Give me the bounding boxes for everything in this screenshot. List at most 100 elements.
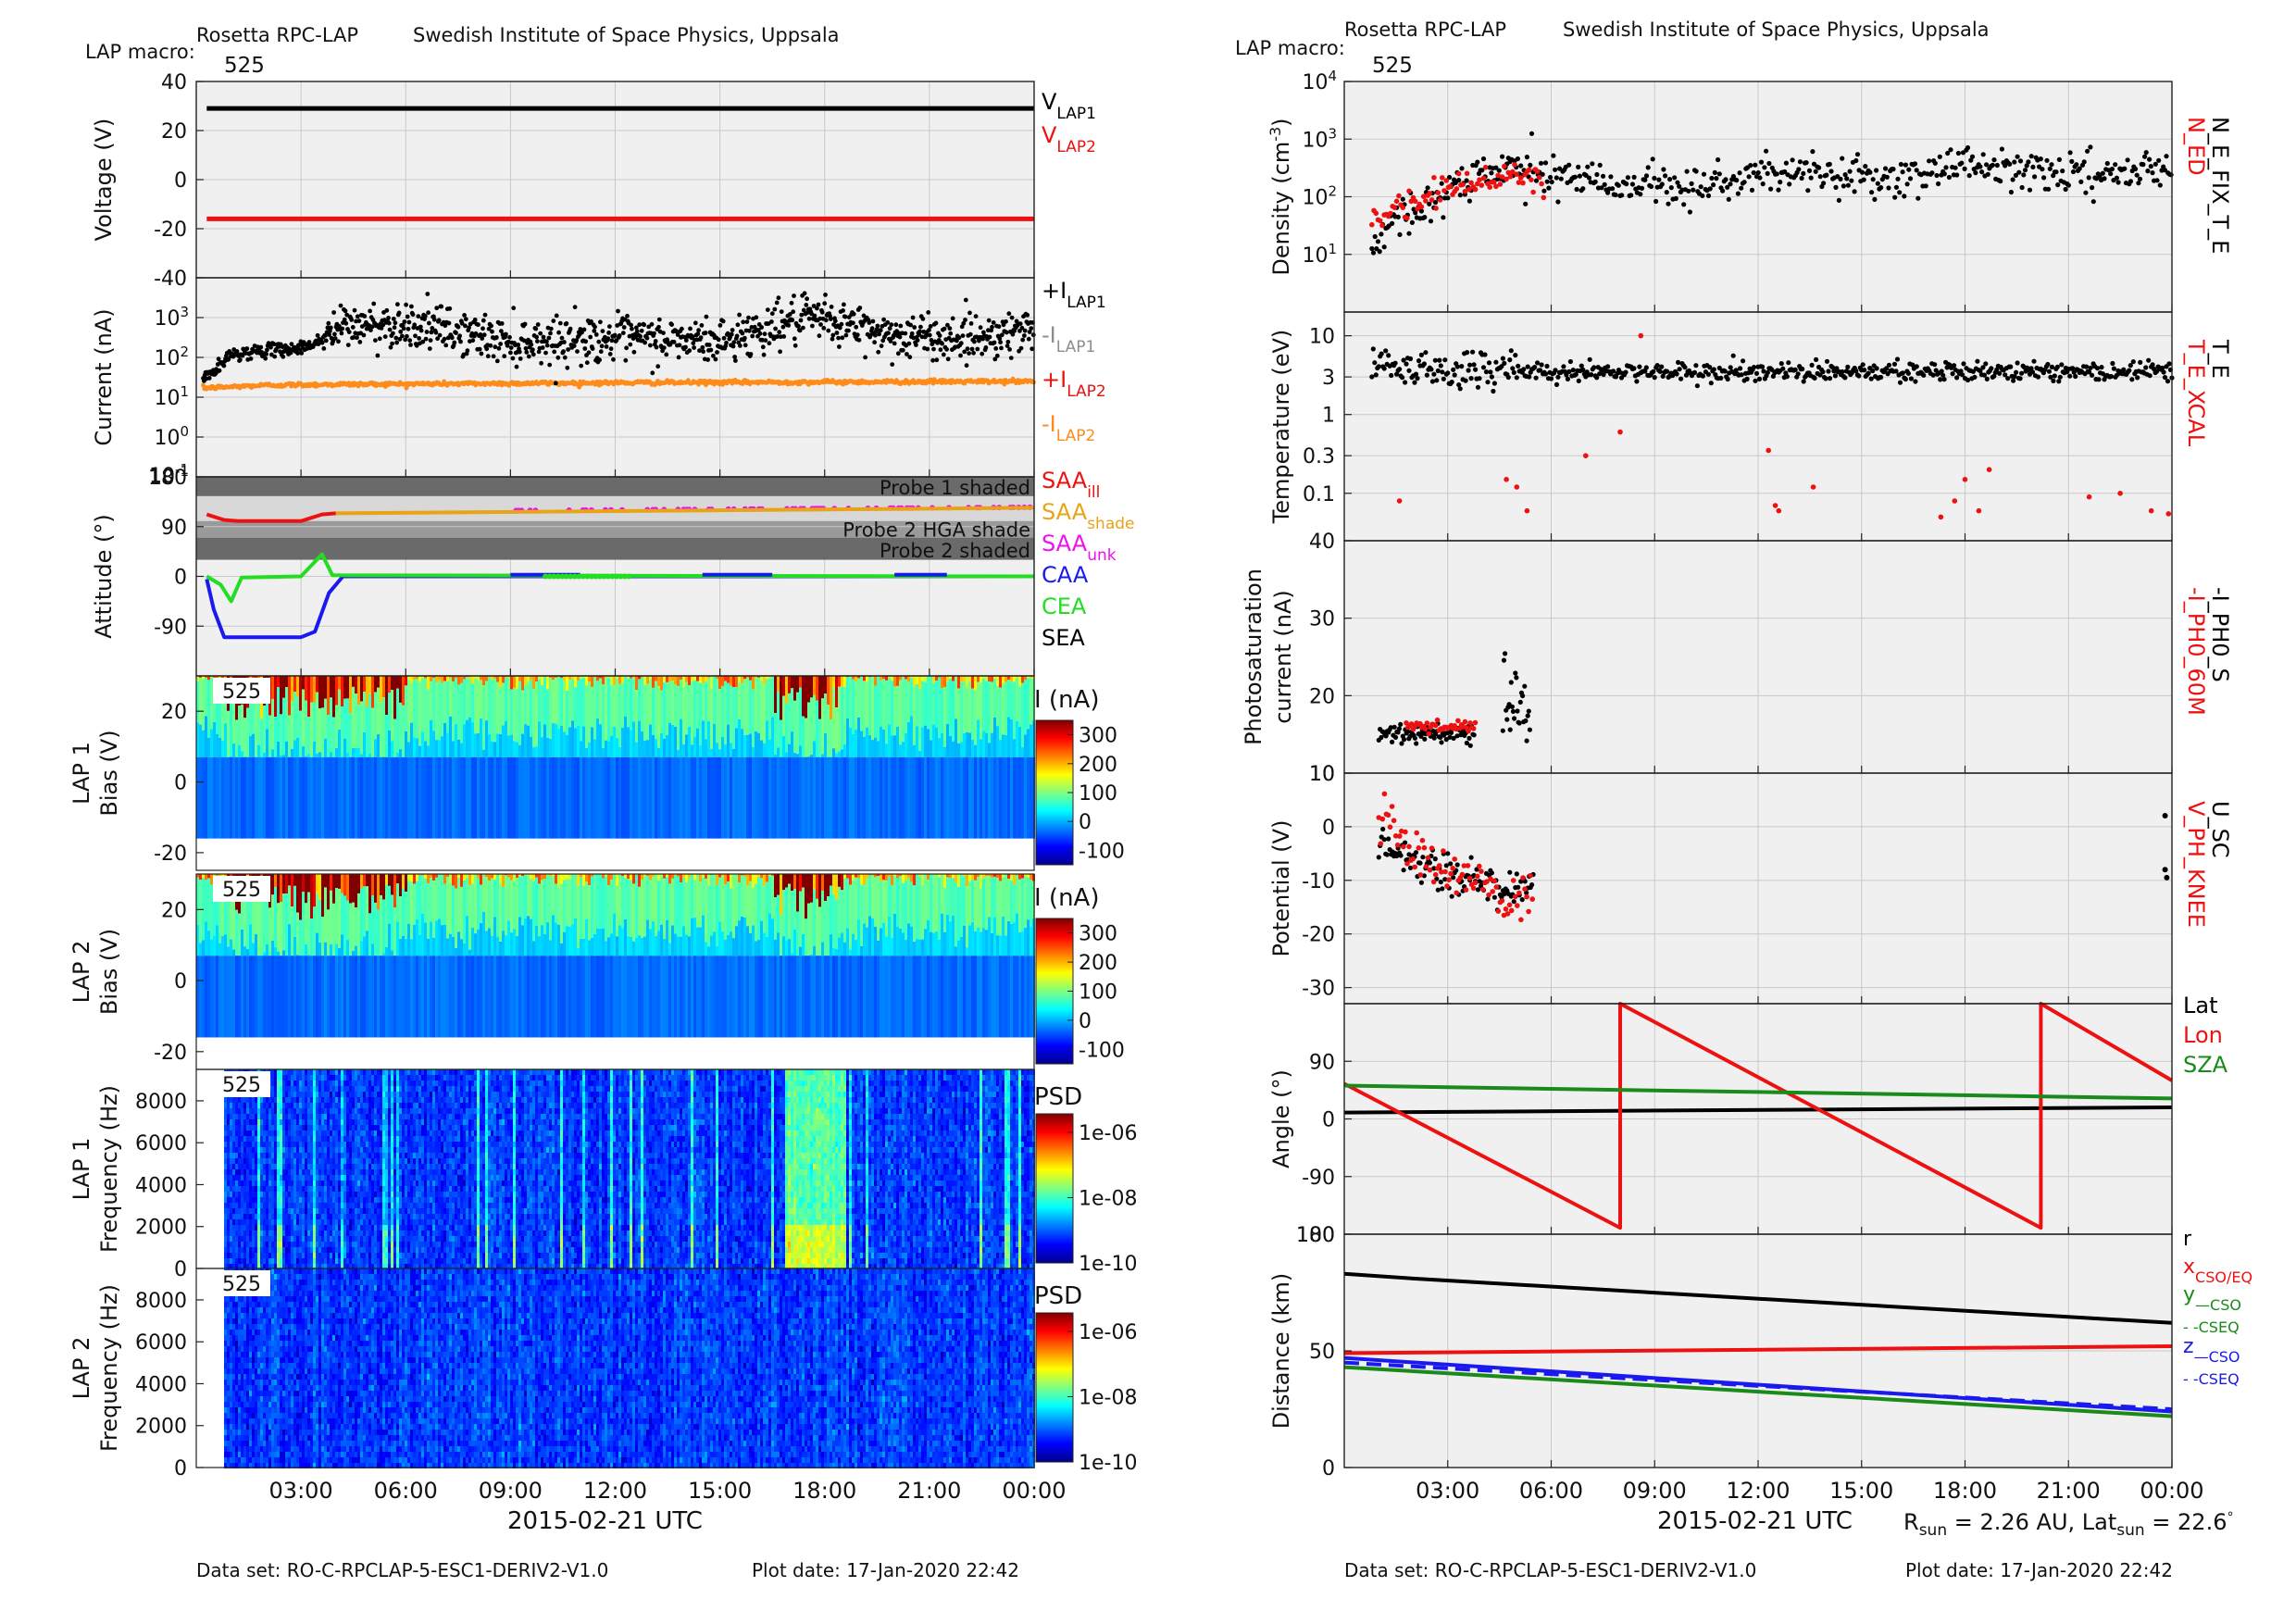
lap1bias-cell-low: [199, 724, 202, 757]
current-point-lap1: [507, 334, 512, 340]
lap1bias-cell-low: [207, 737, 210, 757]
lap2bias-cell-bottom: [577, 956, 580, 1038]
lap2bias-cell-top: [432, 874, 435, 881]
lap2bias-cell-top: [355, 874, 357, 908]
lap1psd-cell: [243, 1258, 246, 1264]
lap1bias-cell-low: [985, 732, 988, 757]
lap1bias-cell-low: [266, 729, 268, 757]
lap2bias-cell-top: [293, 874, 296, 886]
current-point-lap1: [715, 350, 719, 355]
lap1bias-cell-top: [291, 676, 293, 702]
lap1psd-cell: [243, 1192, 246, 1197]
lap1psd-cell: [232, 1219, 235, 1225]
lap1bias-cell-top: [691, 676, 693, 681]
lap1bias-cell-low: [210, 729, 213, 757]
lap1bias-cell-top: [818, 676, 821, 719]
current-point-lap1: [409, 304, 414, 309]
lap1psd-cell: [257, 1181, 260, 1186]
lap1bias-cell-bottom: [285, 756, 288, 839]
current-point-lap1: [735, 322, 741, 328]
lap1bias-cell-top: [802, 676, 805, 717]
lap1bias-cell-low: [613, 726, 616, 757]
lap1bias-cell-low: [893, 735, 896, 757]
lap1bias-cell-top: [499, 676, 502, 688]
lap1bias-cell-bottom: [774, 756, 777, 839]
lap2bias-cell-mid: [885, 881, 888, 937]
lap1bias-cell-low: [585, 747, 588, 757]
lap2bias-cell-low: [649, 929, 652, 956]
lap1bias-cell-low: [963, 732, 966, 757]
lap2bias-cell-bottom: [871, 956, 874, 1038]
lap2bias-cell-top: [449, 874, 452, 883]
lap1bias-cell-bottom: [766, 756, 768, 839]
lap1bias-cell-bottom: [760, 756, 763, 839]
lap1bias-cell-top: [813, 676, 816, 695]
lap1bias-cell-top: [1010, 676, 1013, 682]
lap1bias-cell-bottom: [413, 756, 416, 839]
current-point-lap1: [649, 321, 655, 327]
lap1bias-cell-bottom: [643, 756, 646, 839]
lap1bias-cell-bottom: [474, 756, 477, 839]
lap2bias-cell-low: [924, 929, 927, 956]
lap2bias-cell-low: [746, 926, 749, 956]
lap2bias-cell-low: [263, 952, 266, 956]
current-point-lap1: [790, 318, 795, 323]
lap2bias-cell-bottom: [513, 956, 516, 1038]
lap2bias-cell-top: [321, 874, 324, 918]
current-point-lap1: [806, 316, 812, 321]
lap2bias-cell-top: [805, 874, 807, 919]
lap1bias-cell-mid: [321, 707, 324, 761]
lap1bias-cell-bottom: [732, 756, 735, 839]
current-point-lap1: [491, 354, 496, 359]
lap2bias-cell-top: [346, 874, 349, 901]
lap1bias-cell-bottom: [266, 756, 268, 839]
lap2bias-cell-bottom: [402, 956, 405, 1038]
current-point-lap1: [792, 294, 796, 298]
lap1bias-cell-mid: [380, 702, 382, 762]
lap1bias-cell-mid: [593, 677, 596, 740]
lap2bias-cell-mid: [388, 885, 391, 924]
current-point-lap1: [356, 319, 362, 323]
current-point-lap1: [295, 351, 300, 356]
lap1psd-cell: [230, 1114, 232, 1119]
lap1bias-cell-low: [724, 744, 727, 757]
lap1bias-cell-low: [980, 739, 982, 757]
current-point-lap1: [971, 350, 976, 356]
lap2bias-cell-low: [224, 934, 227, 956]
lap2bias-cell-top: [413, 874, 416, 884]
lap2bias-cell-low: [591, 937, 593, 956]
lap1bias-cell-mid: [455, 677, 457, 725]
lap1bias-cell-low: [991, 732, 993, 757]
lap1bias-cell-mid: [966, 688, 968, 733]
lap1bias-cell-low: [621, 727, 624, 757]
lap2bias-cell-mid: [596, 874, 599, 929]
lap2bias-cell-mid: [732, 874, 735, 939]
lap1bias-cell-bottom: [321, 756, 324, 839]
current-point-lap1: [413, 333, 418, 339]
lap1bias-cell-low: [932, 724, 935, 757]
lap2bias-cell-bottom: [221, 956, 224, 1038]
lap2bias-cell-mid: [707, 885, 710, 947]
lap2bias-cell-mid: [1021, 878, 1024, 931]
lap2bias-cell-top: [832, 874, 835, 894]
current-point-lap1: [742, 335, 747, 341]
lap1bias-cell-top: [271, 676, 274, 700]
lap1bias-cell-mid: [843, 686, 846, 745]
lap1psd-cell: [224, 1119, 227, 1125]
lap2bias-cell-bottom: [846, 956, 849, 1038]
lap2bias-cell-top: [566, 874, 568, 880]
lap1psd-cell: [241, 1136, 243, 1142]
lap2bias-cell-mid: [293, 885, 296, 937]
lap2bias-cell-mid: [999, 881, 1002, 936]
lap2bias-cell-bottom: [385, 956, 388, 1038]
lap1psd-cell: [235, 1186, 238, 1192]
current-point-lap1: [765, 307, 770, 312]
lap1bias-cell-mid: [910, 677, 913, 717]
lap1bias-cell-low: [824, 732, 827, 757]
lap1psd-cell: [243, 1136, 246, 1142]
lap2bias-cell-low: [266, 943, 268, 956]
lap2bias-cell-bottom: [399, 956, 402, 1038]
current-point-lap1: [480, 326, 485, 331]
lap2bias-cell-low: [502, 931, 505, 956]
lap1psd-cell: [255, 1142, 257, 1147]
